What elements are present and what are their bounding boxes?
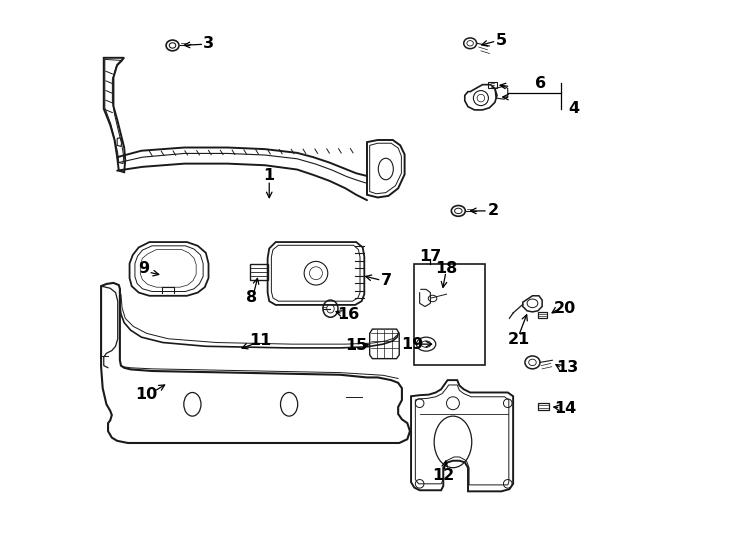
Text: 14: 14 xyxy=(555,401,577,416)
Text: 15: 15 xyxy=(345,338,368,353)
Text: 2: 2 xyxy=(487,204,499,218)
Text: 6: 6 xyxy=(534,76,546,91)
Text: 17: 17 xyxy=(419,248,442,264)
Text: 13: 13 xyxy=(556,360,578,375)
Bar xyxy=(414,264,485,364)
Text: 8: 8 xyxy=(247,291,258,306)
Text: 9: 9 xyxy=(139,261,150,276)
Text: 18: 18 xyxy=(435,261,457,276)
Text: 10: 10 xyxy=(136,387,158,402)
Text: 12: 12 xyxy=(432,468,454,483)
Text: 3: 3 xyxy=(203,36,214,51)
Text: 5: 5 xyxy=(495,32,507,48)
Text: 1: 1 xyxy=(264,168,275,184)
Text: 7: 7 xyxy=(381,273,392,288)
Text: 4: 4 xyxy=(568,102,580,116)
Text: 20: 20 xyxy=(553,301,575,316)
Text: 16: 16 xyxy=(337,307,360,321)
Text: 11: 11 xyxy=(250,333,272,348)
Text: 21: 21 xyxy=(507,332,530,347)
Text: 19: 19 xyxy=(401,336,424,352)
